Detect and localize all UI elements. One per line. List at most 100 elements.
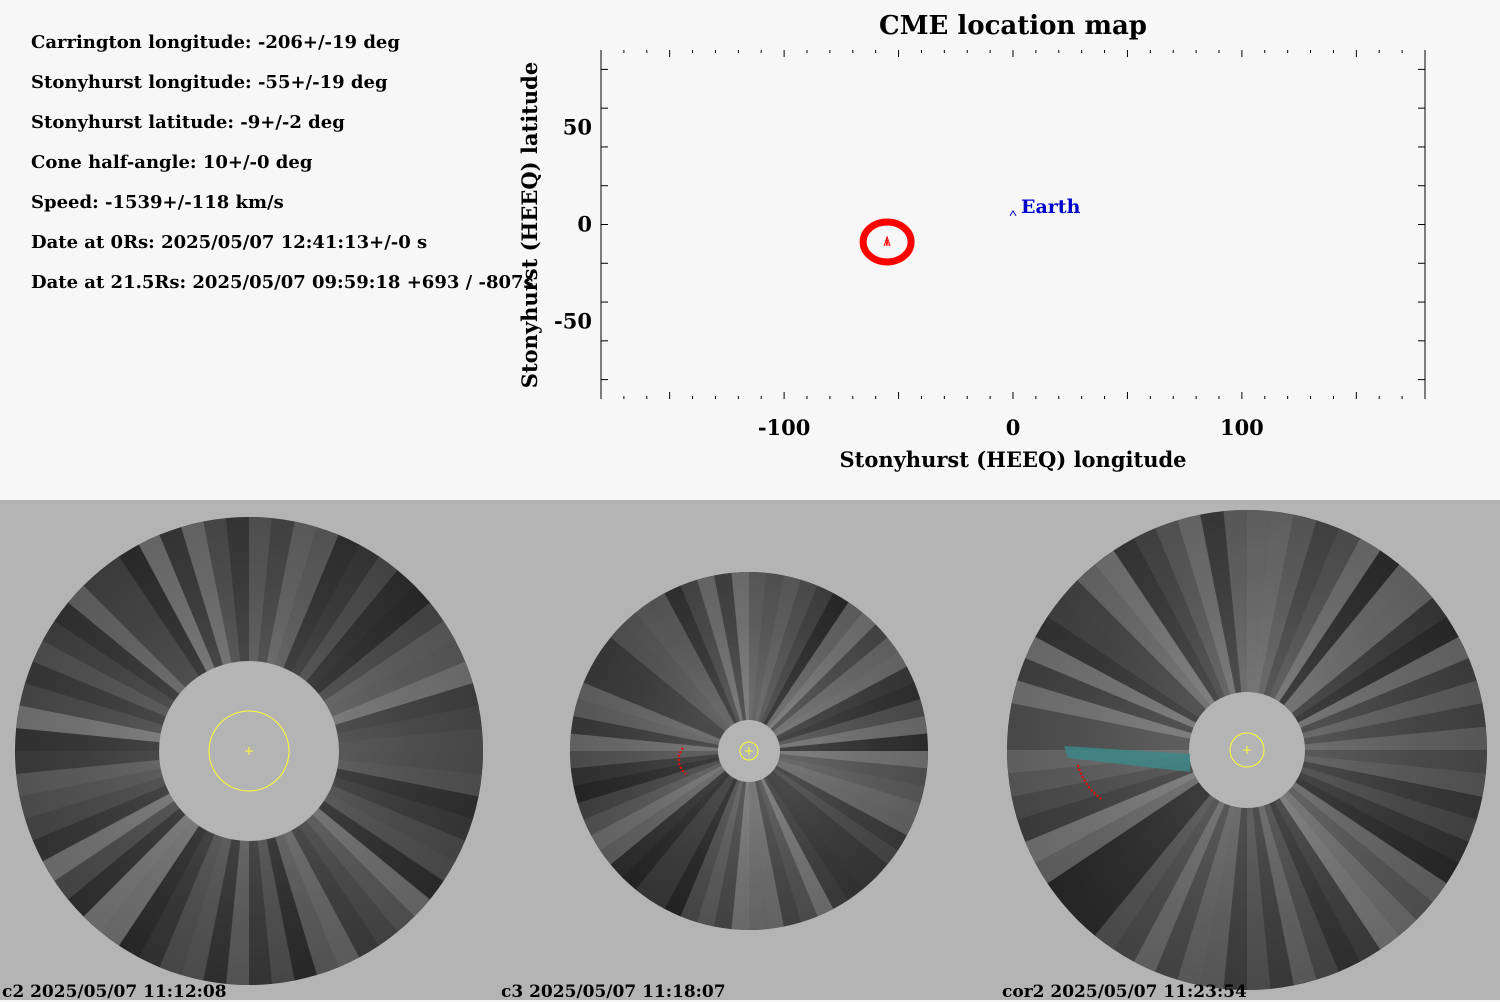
chart-marks: Earth (859, 196, 1081, 266)
streamer-ray (714, 572, 749, 751)
coronagraph-panel (0, 500, 1500, 1000)
streamer-ray (583, 751, 749, 836)
streamer-ray (749, 751, 876, 890)
streamer-ray (1247, 750, 1487, 774)
streamer-ray (731, 751, 749, 930)
streamer-ray (749, 751, 801, 927)
streamer-ray (1247, 564, 1417, 750)
streamer-ray (749, 624, 888, 751)
streamer-ray (591, 651, 749, 751)
streamer-ray (570, 751, 749, 786)
streamer-ray (1247, 750, 1381, 962)
streamer-ray (680, 579, 749, 751)
streamer-ray (1247, 726, 1487, 750)
streamer-ray (749, 572, 767, 751)
x-axis-label: Stonyhurst (HEEQ) longitude (839, 447, 1186, 472)
streamer-ray (573, 751, 749, 803)
streamer-ray (1011, 680, 1247, 750)
streamer-ray (577, 682, 749, 751)
streamer-ray (749, 751, 818, 923)
streamer-ray (664, 585, 749, 751)
streamer-ray (1247, 580, 1433, 750)
streamer-ray (749, 751, 767, 930)
streamer-ray (1247, 750, 1400, 950)
streamer-ray (1247, 510, 1271, 750)
cone-half-angle: Cone half-angle: 10+/-0 deg (31, 152, 313, 173)
streamer-ray (1094, 750, 1247, 950)
streamer-ray (1025, 750, 1247, 864)
cme-direction-mark (883, 235, 891, 247)
streamer-ray (749, 593, 849, 751)
sun-center-cross (1243, 746, 1251, 754)
streamer-ray (1077, 750, 1247, 936)
streamer-ray (749, 751, 928, 769)
streamer-ray (1133, 528, 1247, 750)
streamer-ray (1247, 658, 1477, 750)
streamer-ray (749, 682, 921, 751)
streamer-ray (697, 751, 749, 927)
streamer-ray (731, 572, 749, 751)
streamer-ray (610, 624, 749, 751)
streamer-ray (635, 602, 749, 751)
streamer-ray (1223, 510, 1247, 750)
streamer-ray (749, 716, 928, 751)
streamer-ray (600, 637, 749, 751)
cme-cone-outline (859, 218, 915, 266)
streamer-ray (749, 575, 801, 751)
streamer-ray (1247, 538, 1381, 750)
streamer-ray (583, 666, 749, 751)
axis-ticks (601, 50, 1425, 399)
streamer-ray (1113, 750, 1247, 962)
streamer-ray (1200, 750, 1247, 989)
streamer-ray (697, 575, 749, 751)
streamer-ray (1008, 703, 1247, 750)
streamer-ray (577, 751, 749, 820)
streamer-ray (1155, 520, 1247, 750)
streamer-ray (749, 602, 863, 751)
streamer-ray (749, 751, 925, 803)
streamer-ray (1247, 511, 1294, 750)
streamer-ray (1177, 750, 1247, 986)
streamer-ray (570, 733, 749, 751)
streamer-ray (749, 585, 834, 751)
streamer-ray (714, 751, 749, 930)
streamer-ray (749, 751, 863, 900)
sun-center-cross (245, 747, 253, 755)
streamer-ray (680, 751, 749, 923)
streamer-ray (1061, 580, 1247, 750)
date-at-21-5rs: Date at 21.5Rs: 2025/05/07 09:59:18 +693… (31, 272, 534, 293)
stonyhurst-longitude: Stonyhurst longitude: -55+/-19 deg (31, 72, 388, 93)
streamer-ray (1047, 597, 1247, 750)
streamer-ray (1155, 750, 1247, 980)
streamer-ray (749, 612, 876, 751)
cor2-image (1007, 510, 1487, 990)
c3-image (570, 572, 928, 930)
streamer-ray (1247, 680, 1483, 750)
streamer-ray (664, 751, 749, 917)
streamer-ray (1247, 750, 1417, 936)
streamer-ray (1247, 750, 1459, 884)
streamer-ray (1247, 750, 1433, 920)
streamer-ray (1113, 538, 1247, 750)
y-tick-label: 50 (563, 115, 592, 140)
streamer-ray (749, 751, 849, 909)
cor2-cme-front (1077, 764, 1104, 801)
streamer-ray (749, 751, 834, 917)
c2-image (15, 517, 483, 985)
streamer-ray (749, 699, 925, 751)
cor2-image-label: cor2 2025/05/07 11:23:54 (1002, 982, 1247, 1002)
x-tick-label: -100 (758, 415, 811, 440)
cme-location-map: CME location map -100 0 100 50 0 -50 Stonyhur… (517, 11, 1426, 472)
streamer-ray (1247, 616, 1459, 750)
streamer-ray (1047, 750, 1247, 903)
streamer-ray (1223, 750, 1247, 990)
streamer-ray (749, 751, 888, 878)
streamer-ray (749, 751, 907, 851)
coronagraph-images (15, 510, 1487, 990)
speed: Speed: -1539+/-118 km/s (31, 192, 284, 213)
sun-limb-circle (208, 710, 290, 792)
streamer-ray (1247, 750, 1477, 842)
x-tick-label: 100 (1220, 415, 1264, 440)
streamer-ray (1247, 550, 1400, 750)
sun-center-cross (745, 747, 753, 755)
